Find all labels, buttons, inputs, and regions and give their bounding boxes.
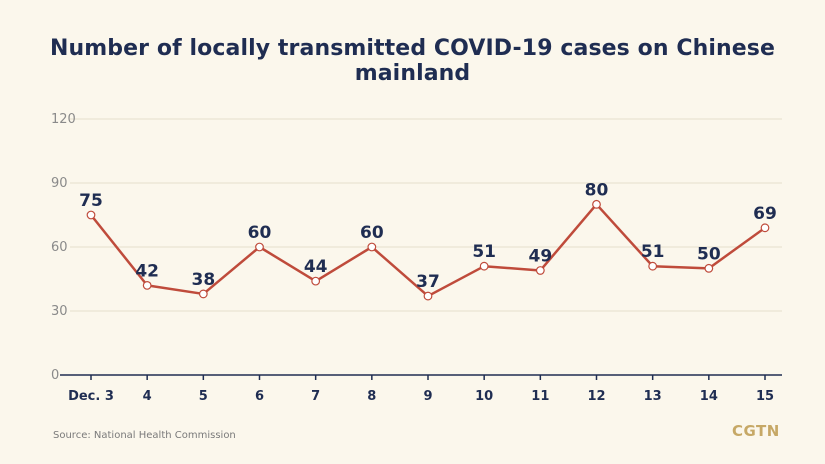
data-label: 75 bbox=[79, 191, 103, 211]
data-point bbox=[367, 242, 377, 252]
data-point bbox=[535, 266, 545, 275]
data-point bbox=[86, 210, 96, 220]
x-tick-label: 12 bbox=[587, 389, 605, 404]
gridlines bbox=[70, 118, 782, 312]
x-tick-label: 15 bbox=[756, 389, 774, 404]
y-tick-label: 90 bbox=[51, 176, 68, 191]
data-label: 42 bbox=[135, 261, 159, 281]
chart-title: Number of locally transmitted COVID-19 c… bbox=[49, 36, 776, 86]
data-label: 51 bbox=[472, 242, 496, 262]
data-point bbox=[592, 199, 601, 209]
cgtn-logo: CGTN bbox=[732, 422, 780, 440]
data-label: 44 bbox=[304, 257, 328, 277]
x-tick-label: 13 bbox=[644, 389, 662, 404]
y-tick-label: 0 bbox=[51, 368, 59, 383]
y-tick-label: 30 bbox=[51, 304, 68, 319]
data-point bbox=[198, 289, 208, 299]
x-tick-label: 4 bbox=[143, 389, 152, 404]
data-point bbox=[423, 291, 433, 301]
data-point bbox=[760, 223, 770, 233]
x-axis: Dec. 3 4 5 6 7 8 9 10 11 12 13 14 15 bbox=[60, 374, 782, 404]
data-label: 60 bbox=[360, 223, 384, 243]
x-tick-label: 11 bbox=[531, 389, 549, 404]
data-label: 60 bbox=[248, 223, 272, 243]
y-tick-label: 60 bbox=[51, 240, 68, 255]
data-point bbox=[479, 261, 489, 271]
x-tick-label: 14 bbox=[700, 389, 718, 404]
data-points bbox=[86, 199, 770, 301]
data-label: 80 bbox=[585, 180, 609, 200]
data-label: 37 bbox=[416, 272, 440, 292]
data-point bbox=[648, 261, 658, 271]
data-point bbox=[255, 242, 264, 252]
data-point bbox=[311, 276, 321, 286]
source-note: Source: National Health Commission bbox=[53, 430, 236, 441]
x-tick-label: Dec. 3 bbox=[68, 389, 114, 404]
data-label: 38 bbox=[191, 270, 215, 290]
data-label: 49 bbox=[528, 246, 552, 266]
data-labels: 75 42 38 60 44 60 37 51 49 80 51 50 69 bbox=[79, 180, 777, 292]
data-point bbox=[704, 263, 714, 273]
data-label: 51 bbox=[641, 242, 665, 262]
y-axis-ticks: 0 30 60 90 120 bbox=[51, 112, 76, 383]
data-label: 69 bbox=[753, 204, 777, 224]
x-tick-label: 5 bbox=[199, 389, 208, 404]
x-tick-label: 9 bbox=[423, 389, 432, 404]
data-point bbox=[142, 281, 152, 290]
y-tick-label: 120 bbox=[51, 112, 76, 127]
x-tick-label: 6 bbox=[255, 389, 264, 404]
x-tick-label: 8 bbox=[367, 389, 376, 404]
x-tick-label: 7 bbox=[311, 389, 320, 404]
data-label: 50 bbox=[697, 244, 721, 264]
x-tick-label: 10 bbox=[475, 389, 493, 404]
